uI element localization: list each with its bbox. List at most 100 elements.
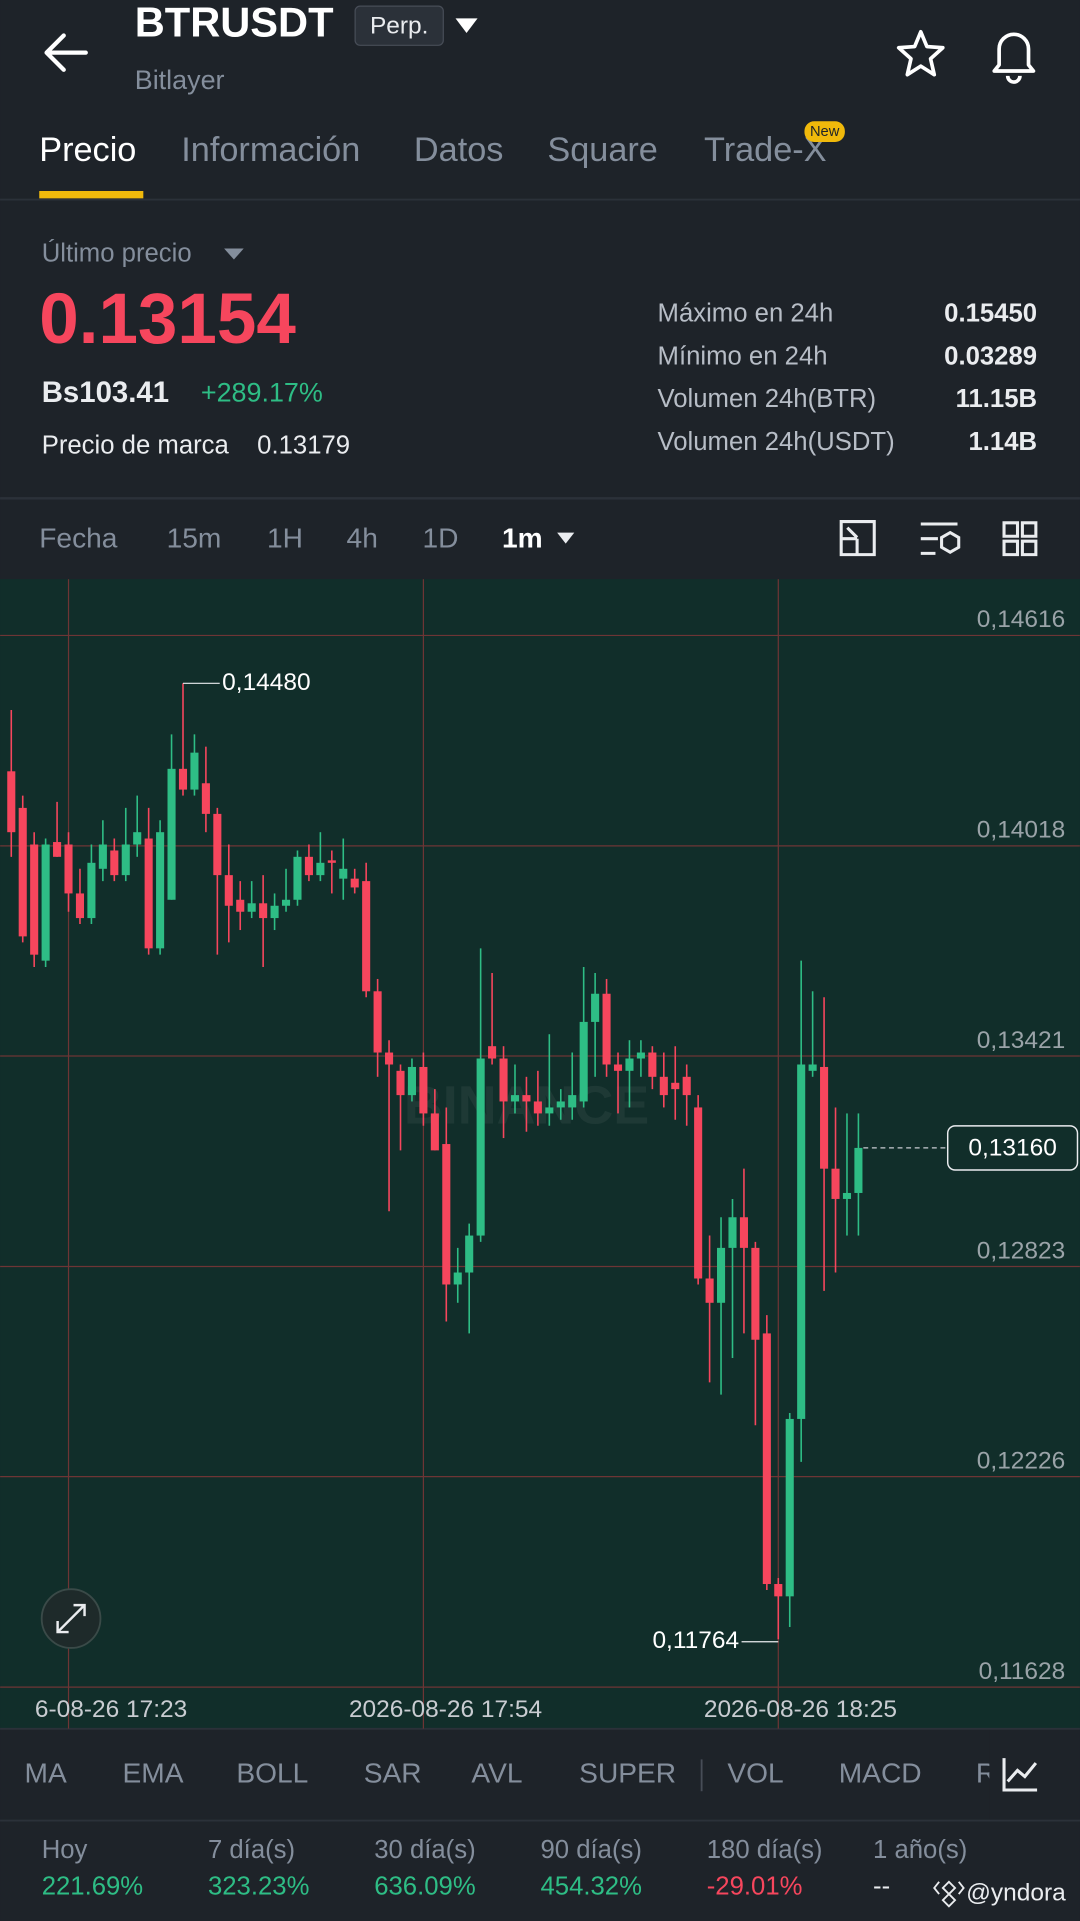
candle-body xyxy=(133,832,142,845)
indicator[interactable]: SUPER xyxy=(579,1758,676,1789)
stat-label: Máximo en 24h xyxy=(658,299,834,327)
return-value: -29.01% xyxy=(707,1873,803,1901)
y-tick-label: 0,14018 xyxy=(977,817,1065,844)
stat-label: Volumen 24h(USDT) xyxy=(658,428,895,456)
candle-body xyxy=(18,807,27,937)
candle-body xyxy=(156,832,165,949)
candle-body xyxy=(465,1235,474,1273)
indicator[interactable]: EMA xyxy=(122,1758,183,1789)
intervals: Fecha 15m 1H 4h 1D 1m xyxy=(39,522,542,553)
indicator[interactable]: MA xyxy=(25,1758,67,1789)
candle-body xyxy=(30,844,39,955)
candle-body xyxy=(717,1247,726,1303)
candle-body xyxy=(579,1021,588,1102)
x-tick-label: 2026-08-26 17:54 xyxy=(349,1696,542,1723)
return-period: 30 día(s) xyxy=(374,1836,475,1864)
candle-body xyxy=(533,1101,542,1114)
tab-indicator xyxy=(39,190,144,199)
candle-body xyxy=(613,1064,623,1071)
annotation: 0,14480 xyxy=(222,669,310,696)
candle-body xyxy=(327,860,336,863)
divider xyxy=(0,497,1080,500)
contract-badge[interactable] xyxy=(354,5,444,46)
candle-body xyxy=(762,1333,771,1585)
tab[interactable]: Datos xyxy=(414,131,504,169)
interval[interactable]: 4h xyxy=(347,522,378,553)
toolbar-icon[interactable] xyxy=(920,522,961,555)
stats: Máximo en 24h 0.15450 Mínimo en 24h 0.03289… xyxy=(658,299,1038,456)
candle-body xyxy=(316,862,325,876)
annotation: 0,11764 xyxy=(652,1627,739,1654)
candle-body xyxy=(350,878,359,888)
dropdown-icon[interactable] xyxy=(224,248,244,260)
return-value: 323.23% xyxy=(208,1873,309,1901)
return-value: -- xyxy=(873,1873,890,1901)
candle-body xyxy=(671,1082,680,1090)
indicator-settings[interactable] xyxy=(1002,1758,1038,1792)
tab[interactable]: Precio xyxy=(39,131,136,169)
candle-body xyxy=(362,881,371,992)
dropdown-icon[interactable] xyxy=(557,532,575,544)
favorite-button[interactable] xyxy=(896,29,945,77)
return-value: 636.09% xyxy=(374,1873,475,1901)
subtitle: Bitlayer xyxy=(135,65,225,95)
return-value: 454.32% xyxy=(540,1873,641,1901)
candle-body xyxy=(144,838,153,949)
candle-body xyxy=(625,1058,634,1071)
y-tick-label: 0,12823 xyxy=(977,1237,1065,1264)
stat-label: Volumen 24h(BTR) xyxy=(658,385,877,413)
interval[interactable]: 1m xyxy=(502,522,543,553)
interval[interactable]: 15m xyxy=(167,522,222,553)
return-period: Hoy xyxy=(42,1836,88,1864)
candle-body xyxy=(75,893,85,919)
new-badge xyxy=(804,121,845,143)
stat-value: 1.14B xyxy=(968,428,1037,456)
toolbar-icon[interactable] xyxy=(839,520,876,557)
indicator[interactable]: BOLL xyxy=(236,1758,308,1789)
candle-body xyxy=(499,1058,508,1102)
dropdown-icon[interactable] xyxy=(455,18,478,34)
contract: Perp. xyxy=(370,12,428,39)
watermark-logo xyxy=(933,1880,965,1908)
tab[interactable]: Square xyxy=(547,131,658,169)
candle-body xyxy=(121,844,130,876)
candle-body xyxy=(178,768,188,790)
candle-body xyxy=(694,1107,703,1279)
stat-value: 0.15450 xyxy=(944,299,1037,327)
y-tick-label: 0,14616 xyxy=(977,606,1065,633)
footer-user: @yndora xyxy=(966,1880,1066,1907)
chart-background xyxy=(0,579,1080,1729)
expand-icon xyxy=(56,1603,86,1634)
alert-button[interactable] xyxy=(992,32,1036,84)
interval[interactable]: Fecha xyxy=(39,522,118,553)
interval[interactable]: 1D xyxy=(422,522,458,553)
candle-body xyxy=(259,903,268,919)
indicator[interactable]: AVL xyxy=(471,1758,522,1789)
candle-body xyxy=(281,899,291,906)
indicator[interactable]: VOL xyxy=(727,1758,783,1789)
y-tick-label: 0,11628 xyxy=(979,1658,1066,1685)
candle-body xyxy=(545,1107,554,1114)
indicator[interactable]: SAR xyxy=(364,1758,422,1789)
candle-body xyxy=(430,1113,439,1151)
candle-body xyxy=(442,1144,451,1285)
return-period: 1 año(s) xyxy=(873,1836,967,1864)
candle-body xyxy=(41,844,50,961)
candle-body xyxy=(407,1066,416,1096)
indicator[interactable]: MACD xyxy=(839,1758,922,1789)
stat-label: Mínimo en 24h xyxy=(658,342,828,370)
candle-body xyxy=(842,1192,852,1199)
toolbar-icon[interactable] xyxy=(1002,521,1038,557)
price-change: +289.17% xyxy=(201,377,323,407)
interval[interactable]: 1H xyxy=(267,522,303,553)
candle-body xyxy=(831,1168,840,1199)
candle-body xyxy=(87,862,96,919)
tab[interactable]: Información xyxy=(181,131,360,169)
back-button[interactable] xyxy=(44,33,88,72)
candle-body xyxy=(648,1052,657,1077)
candle-body xyxy=(419,1066,428,1114)
candle-body xyxy=(236,899,245,912)
candle-body xyxy=(396,1070,405,1096)
candle-body xyxy=(270,905,279,919)
